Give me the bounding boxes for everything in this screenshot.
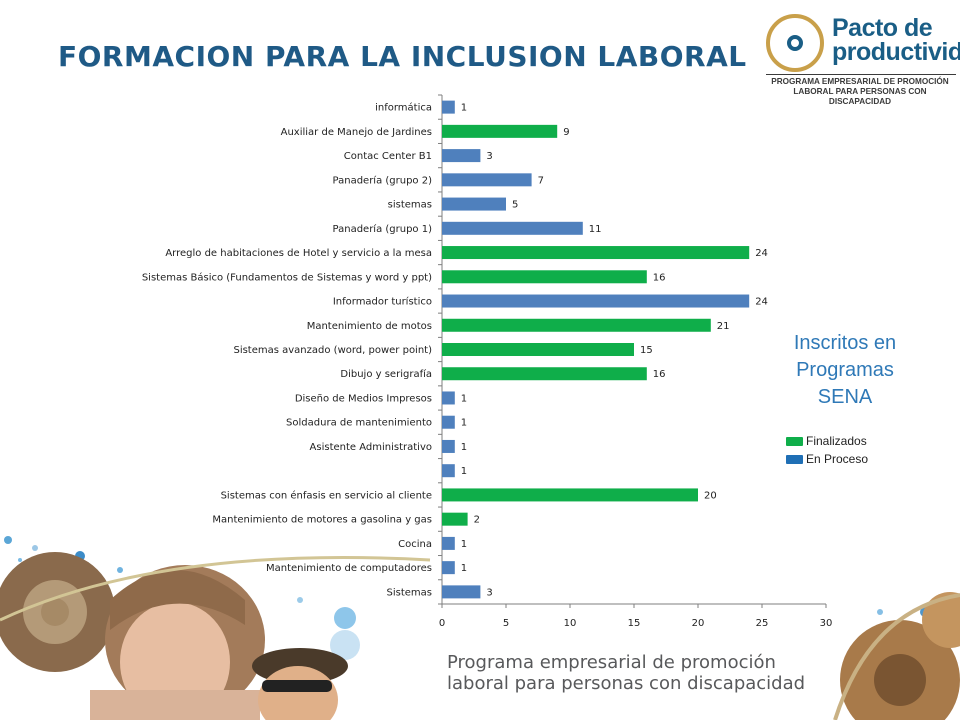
bar — [442, 246, 750, 260]
x-tick-label: 0 — [439, 618, 445, 629]
value-label: 9 — [563, 127, 569, 138]
bar — [442, 367, 647, 381]
value-label: 24 — [755, 297, 768, 308]
category-label: Dibujo y serigrafía — [340, 368, 432, 380]
category-label: Panadería (grupo 1) — [333, 223, 433, 235]
value-label: 21 — [717, 321, 730, 332]
x-tick-label: 15 — [628, 618, 641, 629]
category-label: Soldadura de mantenimiento — [286, 418, 432, 429]
category-label: Cocina — [398, 539, 432, 550]
legend-item-finalizados: Finalizados — [786, 432, 868, 450]
category-label: Asistente Administrativo — [310, 442, 432, 453]
x-tick-label: 5 — [503, 618, 509, 629]
chart-legend: Finalizados En Proceso — [786, 432, 868, 468]
value-label: 5 — [512, 200, 518, 211]
bar — [442, 439, 455, 453]
value-label: 1 — [461, 442, 467, 453]
value-label: 16 — [653, 369, 666, 380]
value-label: 24 — [755, 248, 768, 259]
value-label: 16 — [653, 272, 666, 283]
tagline: Programa empresarial de promoción labora… — [447, 652, 805, 694]
value-label: 11 — [589, 224, 602, 235]
bar — [442, 512, 468, 526]
bar — [442, 173, 532, 187]
legend-swatch-en-proceso — [786, 454, 803, 464]
category-label: Sistemas avanzado (word, power point) — [233, 345, 432, 356]
x-tick-label: 10 — [564, 618, 577, 629]
category-label: informática — [375, 102, 432, 114]
bar — [442, 270, 647, 284]
legend-label-finalizados: Finalizados — [806, 434, 867, 448]
category-label: Mantenimiento de motores a gasolina y ga… — [212, 515, 432, 526]
bar — [442, 561, 455, 575]
logo-emblem-icon — [766, 14, 824, 72]
bar — [442, 100, 455, 114]
tagline-line2: laboral para personas con discapacidad — [447, 673, 806, 694]
bar — [442, 149, 481, 163]
bar — [442, 585, 481, 599]
value-label: 2 — [474, 515, 480, 526]
value-label: 1 — [461, 539, 467, 550]
bar — [442, 536, 455, 550]
bar — [442, 294, 750, 308]
value-label: 1 — [461, 418, 467, 429]
bar — [442, 415, 455, 429]
logo-name-line1: Pacto de — [832, 14, 933, 42]
value-label: 20 — [704, 490, 717, 501]
bar — [442, 464, 455, 478]
logo-subtitle: PROGRAMA EMPRESARIAL DE PROMOCIÓN LABORA… — [762, 77, 958, 107]
value-label: 3 — [486, 587, 492, 598]
bar — [442, 197, 506, 211]
bar — [442, 488, 698, 502]
category-label: Panadería (grupo 2) — [333, 174, 433, 186]
value-label: 1 — [461, 466, 467, 477]
value-label: 1 — [461, 103, 467, 114]
category-label: Diseño de Medios Impresos — [295, 393, 432, 404]
category-label: Arreglo de habitaciones de Hotel y servi… — [165, 248, 432, 259]
x-tick-label: 25 — [756, 618, 769, 629]
bar — [442, 391, 455, 405]
category-label: Sistemas — [387, 587, 433, 598]
category-label: sistemas — [388, 200, 432, 211]
value-label: 3 — [486, 151, 492, 162]
logo-subtitle-line1: PROGRAMA EMPRESARIAL DE PROMOCIÓN — [771, 77, 949, 86]
x-tick-label: 20 — [692, 618, 705, 629]
legend-item-en-proceso: En Proceso — [786, 450, 868, 468]
category-label: Auxiliar de Manejo de Jardines — [281, 127, 432, 138]
legend-swatch-finalizados — [786, 436, 803, 446]
logo-divider — [766, 74, 956, 75]
logo-name-line2: productividad — [832, 38, 960, 66]
logo-name: Pacto de productividad — [832, 14, 960, 66]
pacto-logo: Pacto de productividad PROGRAMA EMPRESAR… — [762, 8, 960, 108]
category-label: Mantenimiento de motos — [307, 321, 432, 332]
x-tick-label: 30 — [820, 618, 833, 629]
value-label: 1 — [461, 563, 467, 574]
value-label: 15 — [640, 345, 653, 356]
value-label: 1 — [461, 393, 467, 404]
category-label: Mantenimiento de computadores — [266, 563, 432, 574]
legend-label-en-proceso: En Proceso — [806, 452, 869, 466]
category-label: Sistemas con énfasis en servicio al clie… — [221, 489, 432, 501]
logo-subtitle-line2: LABORAL PARA PERSONAS CON DISCAPACIDAD — [793, 87, 927, 106]
chart-note: Inscritos en Programas SENA — [793, 332, 897, 408]
bar — [442, 318, 711, 332]
tagline-line1: Programa empresarial de promoción — [447, 652, 776, 673]
bar — [442, 124, 558, 138]
category-label: Sistemas Básico (Fundamentos de Sistemas… — [142, 271, 432, 283]
category-label: Contac Center B1 — [344, 151, 432, 162]
category-label: Informador turístico — [333, 296, 432, 308]
bar — [442, 343, 634, 356]
slide-title: FORMACION PARA LA INCLUSION LABORAL — [58, 40, 747, 73]
bar — [442, 221, 583, 235]
value-label: 7 — [538, 175, 544, 186]
